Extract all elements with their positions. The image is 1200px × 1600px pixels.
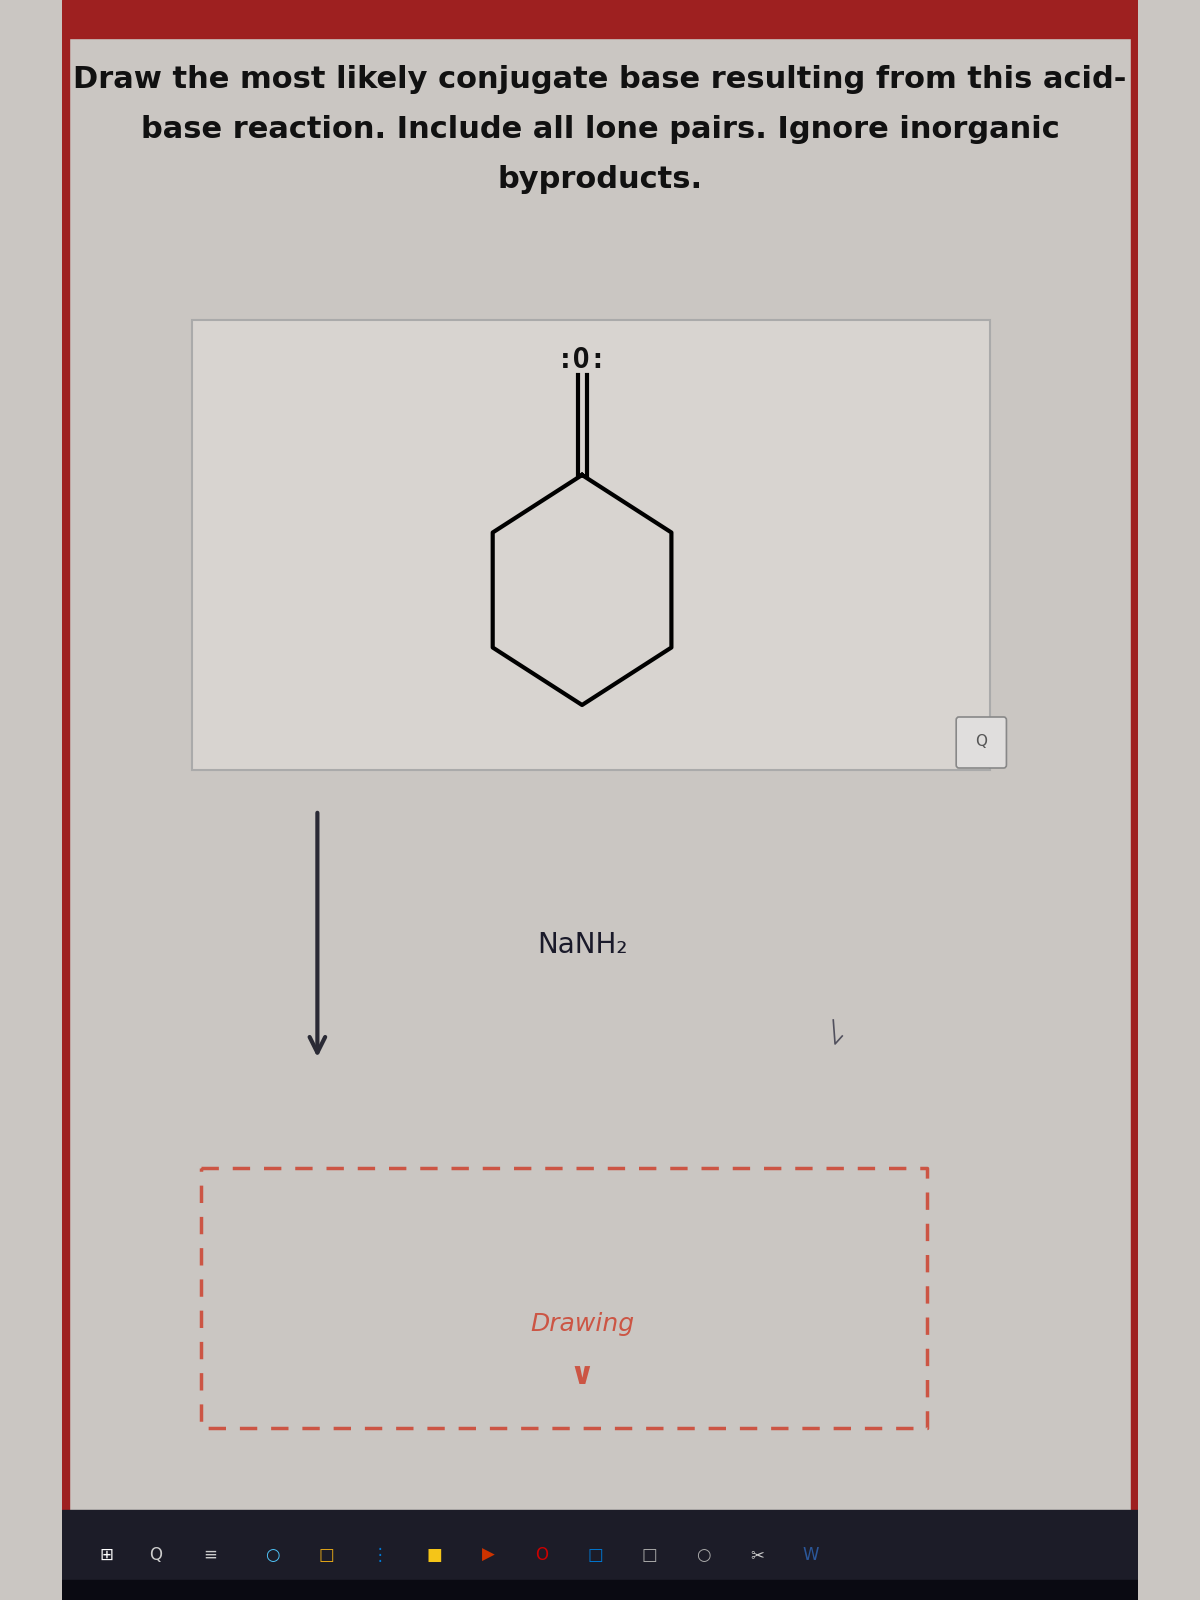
Text: base reaction. Include all lone pairs. Ignore inorganic: base reaction. Include all lone pairs. I… xyxy=(140,115,1060,144)
Text: □: □ xyxy=(642,1546,658,1565)
Text: ∨: ∨ xyxy=(570,1362,594,1390)
Text: ≡: ≡ xyxy=(203,1546,217,1565)
Text: ⋮: ⋮ xyxy=(372,1546,389,1565)
Text: W: W xyxy=(803,1546,820,1565)
Text: Q: Q xyxy=(149,1546,162,1565)
Bar xyxy=(192,320,990,770)
Text: ✂: ✂ xyxy=(750,1546,764,1565)
Text: ⊞: ⊞ xyxy=(100,1546,114,1565)
FancyBboxPatch shape xyxy=(956,717,1007,768)
Bar xyxy=(61,0,1139,38)
Text: Drawing: Drawing xyxy=(530,1312,634,1336)
Text: □: □ xyxy=(588,1546,604,1565)
Text: O: O xyxy=(535,1546,548,1565)
Text: ■: ■ xyxy=(426,1546,442,1565)
Text: ○: ○ xyxy=(696,1546,710,1565)
Bar xyxy=(61,1510,1139,1600)
Text: byproducts.: byproducts. xyxy=(498,165,702,195)
Text: Draw the most likely conjugate base resulting from this acid-: Draw the most likely conjugate base resu… xyxy=(73,66,1127,94)
Text: ○: ○ xyxy=(265,1546,280,1565)
Bar xyxy=(61,38,68,1510)
Text: NaNH₂: NaNH₂ xyxy=(538,931,628,958)
Bar xyxy=(61,1581,1139,1600)
Text: Q: Q xyxy=(976,734,988,749)
Bar xyxy=(1132,38,1139,1510)
Text: ▶: ▶ xyxy=(481,1546,494,1565)
Text: :O:: :O: xyxy=(557,346,607,374)
Text: □: □ xyxy=(318,1546,335,1565)
